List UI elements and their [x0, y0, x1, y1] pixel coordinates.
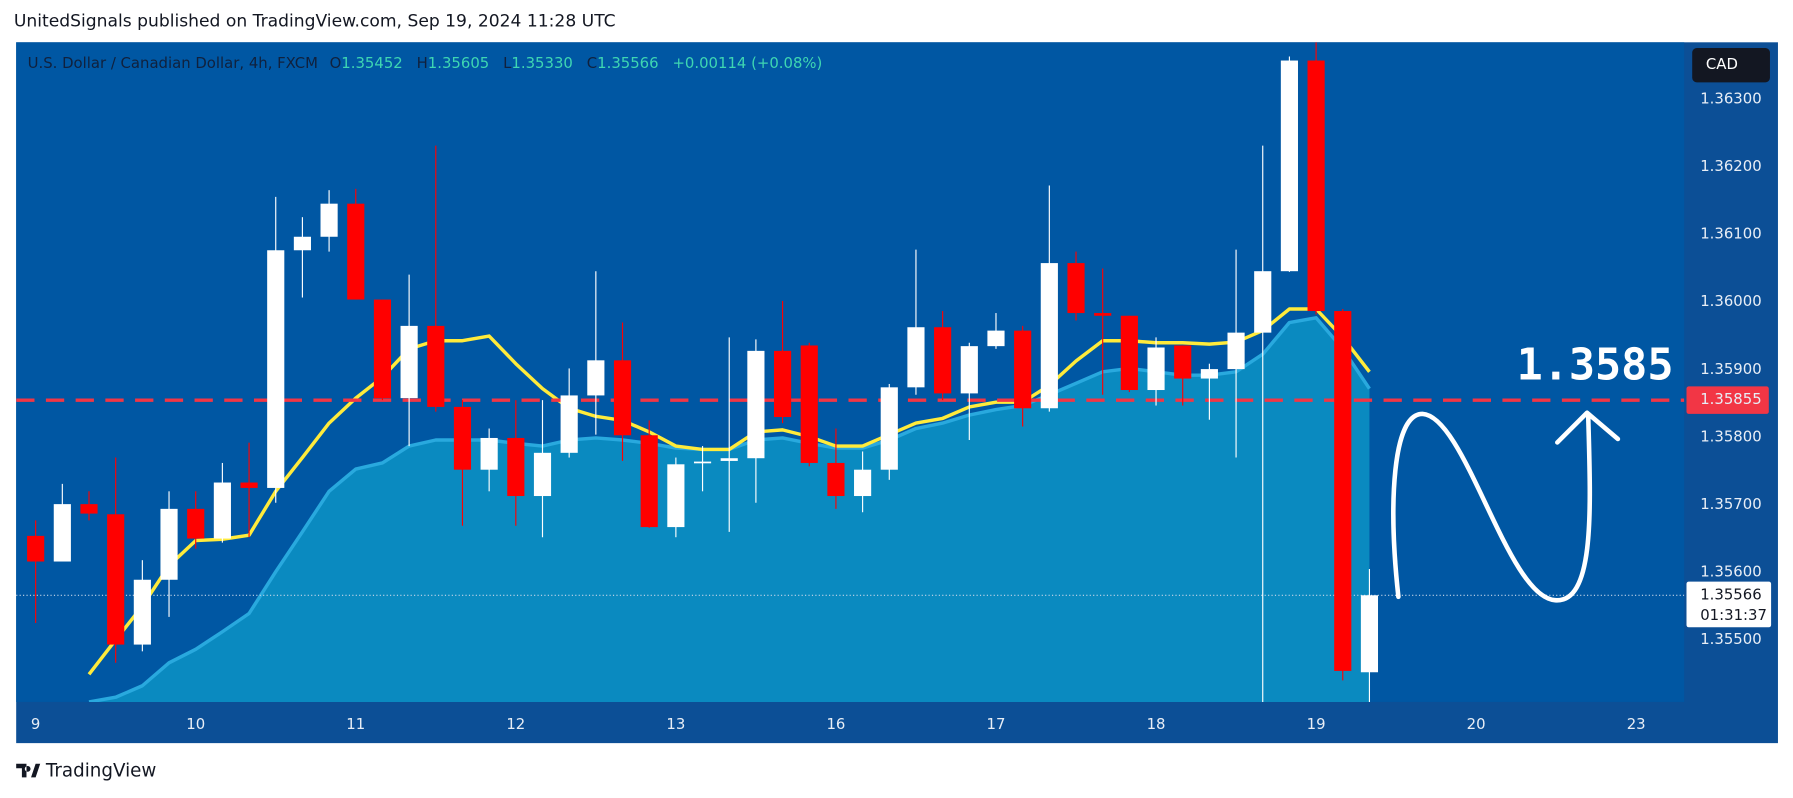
level-badge	[1686, 386, 1769, 414]
header: UnitedSignals published on TradingView.c…	[14, 12, 616, 32]
y-tick-label: 1.36300	[1700, 90, 1761, 108]
candle-body	[934, 327, 952, 394]
candle-body	[613, 360, 632, 436]
x-tick-label: 9	[31, 715, 40, 733]
x-tick-label: 17	[987, 715, 1006, 733]
symbol-title: U.S. Dollar / Canadian Dollar, 4h, FXCM	[28, 54, 318, 72]
candle-body	[1254, 271, 1272, 333]
candle-body	[987, 330, 1005, 347]
y-tick-label: 1.36100	[1700, 225, 1761, 243]
ohlc-value: 1.35330	[511, 54, 572, 72]
candle-body	[1040, 263, 1058, 409]
ohlc-value: 1.35452	[341, 54, 402, 72]
candle-body	[400, 325, 418, 399]
x-tick-label: 13	[666, 715, 685, 733]
candle-body	[107, 514, 125, 645]
candle-body	[693, 461, 712, 464]
candle-body	[267, 250, 285, 488]
candle-body	[827, 462, 845, 497]
ohlc-label: C	[587, 54, 597, 72]
annotation: 1.3585	[1517, 341, 1674, 391]
y-tick-label: 1.36200	[1700, 157, 1761, 175]
candle-body	[1334, 311, 1352, 671]
candle-body	[1147, 347, 1165, 391]
last-price: 1.35566	[1700, 585, 1761, 603]
candle-body	[53, 504, 71, 562]
x-tick-label: 10	[186, 715, 205, 733]
candle-body	[293, 236, 311, 251]
x-tick-label: 18	[1147, 715, 1166, 733]
logo	[16, 763, 41, 778]
ohlc-value: 1.35605	[428, 54, 489, 72]
x-tick-label: 20	[1467, 715, 1486, 733]
y-tick-label: 1.35800	[1700, 427, 1761, 445]
candle-body	[1094, 313, 1112, 316]
ohlc-label: H	[417, 54, 428, 72]
currency: CAD	[1706, 55, 1738, 73]
candle-body	[560, 395, 578, 453]
candle-body	[854, 469, 872, 497]
x-tick-label: 16	[826, 715, 845, 733]
legend: U.S. Dollar / Canadian Dollar, 4h, FXCM …	[28, 54, 823, 72]
y-tick-label: 1.35900	[1700, 360, 1761, 378]
level-price: 1.35855	[1700, 390, 1761, 408]
candle-body	[667, 464, 685, 528]
candle-body	[320, 203, 338, 237]
candle-body	[187, 508, 205, 539]
candle-body	[720, 458, 738, 461]
change: +0.00114 (+0.08%)	[672, 54, 822, 72]
candle-body	[80, 504, 98, 514]
x-tick-label: 23	[1627, 715, 1646, 733]
y-tick-label: 1.35700	[1700, 495, 1761, 513]
candle-body	[427, 325, 445, 407]
candle-body	[587, 360, 605, 396]
candle-body	[1014, 330, 1032, 409]
candle-body	[373, 299, 392, 399]
candle-body	[1227, 332, 1245, 370]
countdown: 01:31:37	[1700, 606, 1767, 624]
footer: TradingView	[45, 761, 157, 782]
candle-body	[1120, 315, 1138, 391]
candle-body	[27, 535, 45, 562]
candle-body	[774, 350, 792, 418]
candle-body	[213, 482, 231, 539]
candle-body	[533, 452, 552, 497]
candle-body	[133, 579, 151, 645]
candle-body	[507, 437, 525, 497]
candle-body	[640, 435, 658, 528]
x-tick-label: 12	[506, 715, 525, 733]
candle-body	[960, 346, 978, 394]
y-tick-label: 1.35600	[1700, 562, 1761, 580]
candle-body	[480, 437, 498, 470]
plot	[16, 42, 1685, 702]
last-price-badge	[1686, 581, 1772, 628]
candle-body	[1200, 369, 1218, 379]
x-tick-label: 19	[1307, 715, 1326, 733]
candle-body	[453, 406, 472, 470]
candle-body	[160, 508, 178, 580]
candle-body	[800, 345, 818, 463]
candle-body	[907, 327, 925, 388]
candle-body	[240, 482, 258, 488]
candle-body	[880, 387, 898, 470]
x-tick-label: 11	[346, 715, 365, 733]
candle-body	[1174, 345, 1192, 379]
candle-body	[1307, 60, 1325, 312]
candle-body	[1280, 60, 1298, 272]
drawing-arrow	[1391, 410, 1621, 603]
y-tick-label: 1.35500	[1700, 630, 1761, 648]
ohlc-value: 1.35566	[597, 54, 658, 72]
candle-body	[347, 203, 365, 300]
candle-body	[747, 350, 765, 459]
ohlc-label: O	[330, 54, 342, 72]
ohlc-label: L	[503, 54, 512, 72]
candle-body	[1360, 595, 1379, 673]
currency-badge[interactable]	[1692, 48, 1770, 83]
y-tick-label: 1.36000	[1700, 292, 1761, 310]
candle-body	[1067, 263, 1085, 314]
